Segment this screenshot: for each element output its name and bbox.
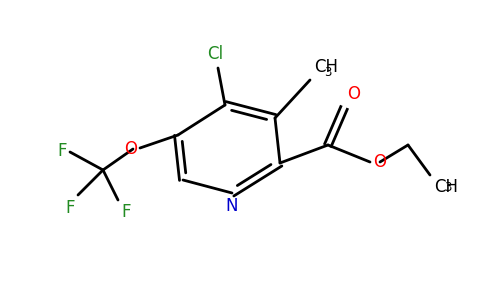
Text: F: F <box>58 142 67 160</box>
Text: F: F <box>65 199 75 217</box>
Text: 3: 3 <box>324 66 332 79</box>
Text: N: N <box>226 197 238 215</box>
Text: 3: 3 <box>444 181 452 194</box>
Text: CH: CH <box>314 58 338 76</box>
Text: O: O <box>373 153 386 171</box>
Text: Cl: Cl <box>207 45 223 63</box>
Text: CH: CH <box>434 178 458 196</box>
Text: O: O <box>124 140 137 158</box>
Text: F: F <box>121 203 131 221</box>
Text: O: O <box>347 85 360 103</box>
